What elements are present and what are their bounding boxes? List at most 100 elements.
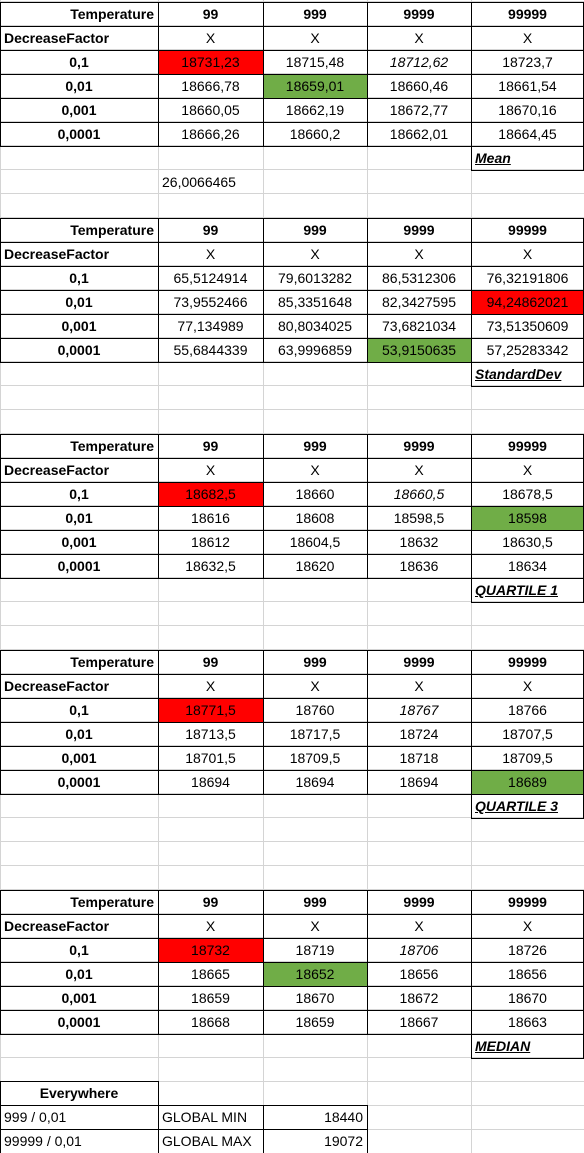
data-cell[interactable]: 18662,01	[389, 126, 449, 142]
temperature-header[interactable]: Temperature	[70, 6, 154, 22]
data-cell[interactable]: 53,9150635	[367, 338, 471, 362]
summary-label[interactable]: GLOBAL MIN	[162, 1109, 248, 1125]
x-cell[interactable]: X	[205, 246, 216, 262]
temperature-value-9999[interactable]: 9999	[403, 894, 435, 910]
data-cell[interactable]: 73,51350609	[486, 318, 569, 334]
data-cell[interactable]: 18666,78	[181, 78, 240, 94]
data-cell[interactable]: 18719	[295, 942, 335, 958]
factor-label-1[interactable]: 0,01	[65, 726, 93, 742]
data-cell[interactable]: 18724	[399, 726, 439, 742]
x-cell[interactable]: X	[522, 30, 533, 46]
x-cell[interactable]: X	[414, 30, 424, 46]
summary-value[interactable]: 18440	[324, 1109, 363, 1125]
x-cell[interactable]: X	[205, 678, 216, 694]
x-cell[interactable]: X	[414, 918, 424, 934]
data-cell[interactable]: 18682,5	[158, 482, 263, 506]
data-cell[interactable]: 79,6013282	[278, 270, 352, 286]
x-cell[interactable]: X	[205, 918, 216, 934]
decreasefactor-header[interactable]: DecreaseFactor	[4, 918, 110, 934]
data-cell[interactable]: 18709,5	[289, 750, 341, 766]
data-cell[interactable]: 18662,19	[285, 102, 345, 118]
temperature-value-999[interactable]: 999	[303, 654, 327, 670]
temperature-value-9999[interactable]: 9999	[403, 654, 435, 670]
temperature-header[interactable]: Temperature	[70, 438, 154, 454]
x-cell[interactable]: X	[414, 462, 424, 478]
factor-label-1[interactable]: 0,01	[65, 966, 93, 982]
temperature-value-99[interactable]: 99	[202, 894, 219, 910]
x-cell[interactable]: X	[522, 462, 533, 478]
x-cell[interactable]: X	[522, 918, 533, 934]
data-cell[interactable]: 18678,5	[502, 486, 553, 502]
temperature-value-99[interactable]: 99	[202, 222, 219, 238]
temperature-value-99[interactable]: 99	[202, 6, 219, 22]
data-cell[interactable]: 18663	[508, 1014, 547, 1030]
temperature-value-99999[interactable]: 99999	[508, 222, 547, 238]
data-cell[interactable]: 18668	[191, 1014, 230, 1030]
data-cell[interactable]: 18694	[399, 774, 439, 790]
data-cell[interactable]: 18632,5	[185, 558, 236, 574]
table-label-quartile-1[interactable]: QUARTILE 1	[475, 582, 558, 598]
data-cell[interactable]: 18767	[399, 702, 439, 718]
data-cell[interactable]: 18701,5	[185, 750, 236, 766]
decreasefactor-header[interactable]: DecreaseFactor	[4, 30, 110, 46]
temperature-value-99999[interactable]: 99999	[508, 438, 547, 454]
data-cell[interactable]: 18670	[295, 990, 335, 1006]
data-cell[interactable]: 18632	[399, 534, 439, 550]
temperature-value-999[interactable]: 999	[303, 894, 327, 910]
decreasefactor-header[interactable]: DecreaseFactor	[4, 246, 110, 262]
data-cell[interactable]: 18636	[399, 558, 439, 574]
data-cell[interactable]: 18667	[399, 1014, 439, 1030]
data-cell[interactable]: 18707,5	[502, 726, 553, 742]
x-cell[interactable]: X	[205, 30, 216, 46]
data-cell[interactable]: 18670,16	[498, 102, 557, 118]
x-cell[interactable]: X	[310, 30, 320, 46]
temperature-value-999[interactable]: 999	[303, 438, 327, 454]
data-cell[interactable]: 76,32191806	[486, 270, 569, 286]
data-cell[interactable]: 18694	[295, 774, 335, 790]
data-cell[interactable]: 77,134989	[177, 318, 244, 334]
factor-label-1[interactable]: 0,01	[65, 294, 93, 310]
table-label-standarddev[interactable]: StandardDev	[475, 366, 562, 382]
factor-label-2[interactable]: 0,001	[61, 750, 97, 766]
factor-label-1[interactable]: 0,01	[65, 78, 93, 94]
x-cell[interactable]: X	[310, 462, 320, 478]
data-cell[interactable]: 86,5312306	[382, 270, 456, 286]
x-cell[interactable]: X	[205, 462, 216, 478]
factor-label-3[interactable]: 0,0001	[57, 774, 101, 790]
data-cell[interactable]: 18660,05	[181, 102, 240, 118]
data-cell[interactable]: 18598	[471, 506, 584, 530]
data-cell[interactable]: 82,3427595	[382, 294, 456, 310]
temperature-value-9999[interactable]: 9999	[403, 438, 435, 454]
data-cell[interactable]: 18731,23	[158, 50, 263, 74]
data-cell[interactable]: 18652	[263, 962, 367, 986]
x-cell[interactable]: X	[522, 246, 533, 262]
factor-label-0[interactable]: 0,1	[69, 486, 89, 502]
data-cell[interactable]: 18712,62	[389, 54, 449, 70]
data-cell[interactable]: 18604,5	[289, 534, 341, 550]
data-cell[interactable]: 18723,7	[502, 54, 553, 70]
data-cell[interactable]: 18656	[508, 966, 547, 982]
data-cell[interactable]: 18630,5	[502, 534, 553, 550]
temperature-value-999[interactable]: 999	[303, 222, 327, 238]
x-cell[interactable]: X	[414, 678, 424, 694]
x-cell[interactable]: X	[414, 246, 424, 262]
factor-label-0[interactable]: 0,1	[69, 942, 89, 958]
data-cell[interactable]: 18660,2	[289, 126, 341, 142]
data-cell[interactable]: 18656	[399, 966, 439, 982]
factor-label-1[interactable]: 0,01	[65, 510, 93, 526]
table-label-quartile-3[interactable]: QUARTILE 3	[475, 798, 558, 814]
data-cell[interactable]: 18660,5	[393, 486, 445, 502]
temperature-value-99[interactable]: 99	[202, 438, 219, 454]
data-cell[interactable]: 80,8034025	[278, 318, 352, 334]
summary-setting[interactable]: 999 / 0,01	[4, 1109, 67, 1125]
data-cell[interactable]: 18608	[295, 510, 335, 526]
data-cell[interactable]: 85,3351648	[278, 294, 352, 310]
temperature-value-9999[interactable]: 9999	[403, 222, 435, 238]
temperature-value-9999[interactable]: 9999	[403, 6, 435, 22]
data-cell[interactable]: 18718	[399, 750, 439, 766]
data-cell[interactable]: 18715,48	[285, 54, 345, 70]
data-cell[interactable]: 18670	[508, 990, 547, 1006]
data-cell[interactable]: 18664,45	[498, 126, 557, 142]
factor-label-3[interactable]: 0,0001	[57, 558, 101, 574]
data-cell[interactable]: 18616	[191, 510, 230, 526]
